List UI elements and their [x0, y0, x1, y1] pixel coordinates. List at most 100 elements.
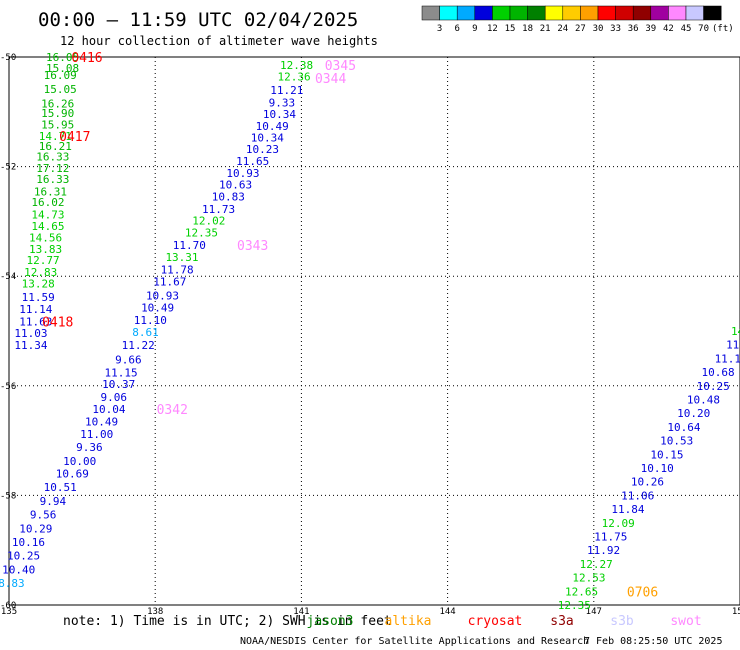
wave-height-value: 15.08 [46, 62, 79, 75]
colorbar-swatch [421, 5, 440, 21]
wave-height-value: 11.06 [621, 489, 654, 502]
plot-grid [9, 57, 740, 605]
wave-height-value: 10.04 [92, 403, 125, 416]
colorbar-unit: (ft) [712, 24, 734, 34]
colorbar-label: 24 [557, 24, 568, 34]
wave-height-value: 10.93 [226, 167, 259, 180]
footer-credit: NOAA/NESDIS Center for Satellite Applica… [240, 636, 589, 647]
colorbar-swatch [562, 5, 581, 21]
colorbar-swatch [474, 5, 493, 21]
pass-time-label: 0418 [42, 316, 73, 331]
y-tick-label: -56 [0, 382, 16, 392]
satellite-swot: swot [670, 614, 701, 629]
colorbar-label: 21 [540, 24, 551, 34]
plot-frame [8, 56, 740, 606]
wave-height-value: 11.78 [161, 264, 194, 277]
wave-height-value: 14.65 [31, 220, 64, 233]
wave-height-value: 10.37 [102, 378, 135, 391]
wave-height-value: 12.38 [280, 59, 313, 72]
wave-height-value: 11.10 [134, 314, 167, 327]
colorbar-swatch [492, 5, 511, 21]
wave-height-value: 15.05 [44, 83, 77, 96]
wave-height-value: 11.1 [715, 352, 740, 365]
pass-time-label: 0343 [237, 239, 268, 254]
x-tick-label: 135 [1, 607, 17, 617]
colorbar-swatch [527, 5, 546, 21]
wave-height-value: 16.21 [39, 140, 72, 153]
colorbar-label: 70 [698, 24, 709, 34]
wave-height-value: 8.83 [0, 577, 25, 590]
wave-height-value: 11.65 [236, 155, 269, 168]
chart-subtitle: 12 hour collection of altimeter wave hei… [60, 34, 378, 48]
wave-height-value: 13.31 [165, 251, 198, 264]
colorbar-swatch [439, 5, 458, 21]
wave-height-value: 9.36 [76, 441, 103, 454]
colorbar-swatch [650, 5, 669, 21]
wave-height-value: 10.25 [697, 380, 730, 393]
wave-height-value: 11.59 [22, 291, 55, 304]
satellite-legend: jason3 altika cryosat s3a s3b swot [307, 614, 702, 629]
wave-height-value: 9.56 [30, 509, 57, 522]
colorbar-label: 45 [681, 24, 692, 34]
pass-time-label: 0706 [627, 585, 658, 600]
colorbar-swatch [456, 5, 476, 21]
wave-height-value: 16.02 [31, 196, 64, 209]
wave-height-value: 10.34 [251, 132, 284, 145]
wave-height-value: 10.10 [641, 462, 674, 475]
satellite-cryosat: cryosat [468, 614, 523, 629]
wave-height-value: 10.23 [246, 143, 279, 156]
wave-height-value: 10.68 [702, 366, 735, 379]
colorbar-label: 3 [437, 24, 442, 34]
wave-height-value: 12.02 [192, 214, 225, 227]
wave-height-value: 11.73 [202, 203, 235, 216]
y-tick-label: -54 [0, 272, 16, 282]
wave-height-value: 11.70 [173, 239, 206, 252]
wave-height-value: 12.53 [572, 572, 605, 585]
wave-height-value: 16.09 [44, 69, 77, 82]
wave-height-value: 10.48 [687, 394, 720, 407]
wave-height-value: 16.26 [41, 98, 74, 111]
wave-height-value: 11.84 [611, 503, 644, 516]
wave-height-value: 11.15 [105, 367, 138, 380]
x-tick-label: 138 [147, 607, 163, 617]
colorbar-swatch [580, 5, 599, 21]
wave-height-value: 16.05 [46, 51, 79, 64]
y-tick-label: -58 [0, 491, 16, 501]
wave-height-value: 12.83 [24, 266, 57, 279]
colorbar-label: 30 [593, 24, 604, 34]
axis-ticks: 135 138 141 144 147 150 -50 -52 -54 -56 -58 -60 [0, 53, 740, 617]
wave-height-value: 11.14 [19, 303, 52, 316]
x-tick-label: 147 [586, 607, 602, 617]
wave-height-value: 10.16 [12, 536, 45, 549]
wave-height-value: 16.33 [36, 151, 69, 164]
wave-height-value: 9.94 [40, 495, 67, 508]
wave-height-value: 9.33 [269, 96, 296, 109]
colorbar-label: 12 [487, 24, 498, 34]
satellite-s3a: s3a [550, 614, 573, 629]
wave-height-value: 11.67 [153, 276, 186, 289]
colorbar-label: 39 [645, 24, 656, 34]
colorbar-swatch [615, 5, 634, 21]
wave-height-value: 10.49 [141, 301, 174, 314]
wave-height-value: 11.22 [122, 339, 155, 352]
colorbar-swatch [703, 5, 722, 21]
satellite-jason3: jason3 [307, 614, 354, 629]
colorbar-label: 6 [454, 24, 459, 34]
wave-height-value: 12.36 [278, 71, 311, 84]
wave-height-value: 14.73 [31, 208, 64, 221]
colorbar-label: 9 [472, 24, 477, 34]
colorbar-label: 27 [575, 24, 586, 34]
pass-time-label: 0345 [325, 59, 356, 74]
wave-height-value: 11.75 [594, 531, 627, 544]
footer-timestamp: 7 Feb 08:25:50 UTC 2025 [584, 636, 722, 647]
wave-height-value: 10.49 [85, 415, 118, 428]
wave-height-value: 16.33 [36, 173, 69, 186]
colorbar-label: 42 [663, 24, 674, 34]
wave-height-value: 11 [726, 339, 739, 352]
colorbar-swatch [685, 5, 704, 21]
wave-height-value: 10.25 [7, 550, 40, 563]
colorbar-legend: 3 6 9 12 15 18 21 24 27 30 33 36 39 42 45 70 [421, 5, 722, 34]
wave-height-value: 10.20 [677, 407, 710, 420]
